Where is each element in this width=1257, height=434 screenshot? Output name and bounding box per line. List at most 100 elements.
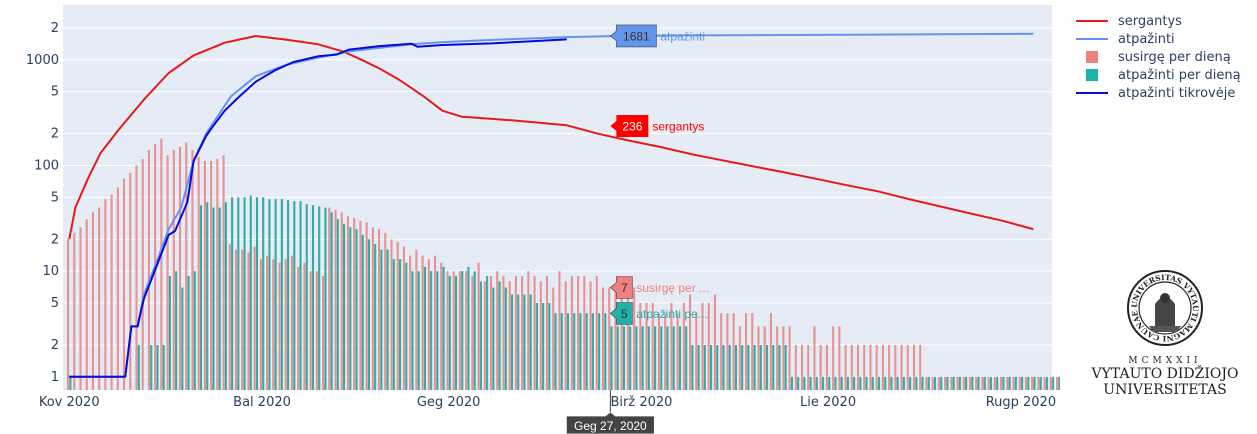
bar-susirge: [334, 209, 337, 390]
bar-susirge: [564, 281, 567, 390]
bar-atpazinti: [448, 275, 451, 390]
bar-susirge: [359, 220, 362, 390]
bar-atpazinti: [529, 294, 532, 390]
bar-atpazinti: [1008, 376, 1011, 390]
bar-susirge: [266, 255, 269, 390]
bar-atpazinti: [884, 376, 887, 390]
bar-atpazinti: [971, 376, 974, 390]
bar-atpazinti: [1021, 376, 1024, 390]
bar-atpazinti: [330, 212, 333, 390]
bar-atpazinti: [262, 197, 265, 390]
hover-label-sergantys: 236 sergantys: [610, 115, 704, 138]
bar-susirge: [66, 239, 70, 390]
bar-atpazinti: [965, 376, 968, 390]
bar-susirge: [427, 259, 430, 390]
bar-susirge: [241, 249, 244, 390]
bar-susirge: [390, 239, 393, 390]
bar-susirge: [172, 150, 175, 390]
bar-atpazinti: [268, 199, 271, 390]
bar-atpazinti: [274, 199, 277, 390]
bar-atpazinti: [1052, 376, 1055, 390]
bar-susirge: [122, 178, 126, 390]
bar-susirge: [210, 161, 213, 390]
bar-atpazinti: [430, 271, 433, 390]
bar-atpazinti: [150, 344, 153, 390]
legend-item[interactable]: susirgę per dieną: [1072, 48, 1241, 66]
bar-atpazinti: [635, 326, 638, 390]
bar-atpazinti: [218, 207, 221, 390]
bar-atpazinti: [672, 326, 675, 390]
bar-atpazinti: [249, 195, 252, 390]
bar-susirge: [925, 376, 928, 390]
bar-susirge: [1037, 376, 1040, 390]
bar-atpazinti: [355, 229, 358, 390]
university-logo: UNIVERSITAS VYTAUTI MAGNI CAUNAE MCMXXII…: [1090, 268, 1240, 398]
bar-atpazinti: [1045, 376, 1049, 390]
bar-susirge: [141, 159, 144, 390]
legend-item[interactable]: sergantys: [1072, 12, 1241, 30]
bar-atpazinti: [156, 344, 159, 390]
legend-item[interactable]: atpažinti per dieną: [1072, 66, 1241, 84]
legend-label: atpažinti: [1118, 31, 1175, 47]
legend-item[interactable]: atpažinti: [1072, 30, 1241, 48]
bar-atpazinti: [324, 207, 327, 390]
hover-value-box: [609, 276, 633, 299]
bar-susirge: [912, 344, 916, 390]
bar-susirge: [1049, 376, 1052, 390]
legend-line-icon: [1072, 84, 1112, 102]
bar-atpazinti: [809, 376, 812, 390]
bar-atpazinti: [405, 262, 408, 390]
bar-susirge: [608, 287, 611, 390]
legend-item[interactable]: atpažinti tikrovėje: [1072, 84, 1241, 102]
bar-susirge: [110, 194, 113, 390]
bar-susirge: [639, 302, 642, 390]
bar-susirge: [315, 271, 318, 390]
bar-susirge: [185, 142, 188, 390]
bar-susirge: [234, 249, 238, 390]
hover-value: 1681: [623, 29, 650, 43]
bar-susirge: [633, 287, 636, 390]
bar-susirge: [191, 150, 194, 390]
hover-value-box: [610, 115, 649, 138]
bar-susirge: [726, 313, 729, 390]
y-tick-label: 2: [51, 232, 59, 247]
bar-atpazinti: [629, 326, 632, 390]
bar-susirge: [757, 326, 760, 390]
y-tick-label: 2: [51, 21, 59, 36]
bar-susirge: [825, 344, 828, 390]
bar-susirge: [601, 287, 605, 390]
bar-atpazinti: [137, 344, 140, 390]
legend-label: atpažinti tikrovėje: [1118, 85, 1236, 101]
bar-susirge: [539, 281, 542, 390]
logo-name-line2: UNIVERSITETAS: [1103, 382, 1227, 398]
x-tick-label: Kov 2020: [39, 395, 100, 410]
hover-series-name: susirgę per ...: [636, 281, 709, 295]
legend-square-icon: [1072, 66, 1112, 84]
bar-atpazinti: [467, 266, 470, 390]
bar-susirge: [98, 207, 101, 390]
hover-value: 7: [621, 281, 628, 295]
bar-atpazinti: [486, 275, 489, 390]
bar-atpazinti: [280, 199, 283, 390]
bar-atpazinti: [778, 344, 781, 390]
bar-atpazinti: [797, 376, 800, 390]
bar-atpazinti: [647, 326, 650, 390]
bar-atpazinti: [834, 376, 837, 390]
bar-susirge: [881, 344, 884, 390]
hover-series-name: atpažinti: [660, 29, 705, 43]
hover-value: 236: [622, 120, 642, 134]
bar-atpazinti: [765, 344, 769, 390]
bar-susirge: [328, 207, 331, 390]
bar-susirge: [272, 259, 275, 390]
bar-susirge: [73, 232, 76, 390]
legend-square-icon: [1072, 48, 1112, 66]
bar-atpazinti: [1058, 376, 1060, 390]
bar-atpazinti: [181, 287, 184, 390]
bar-atpazinti: [479, 281, 482, 390]
bar-susirge: [378, 229, 381, 390]
bar-atpazinti: [343, 223, 346, 390]
bar-susirge: [570, 275, 573, 390]
bar-susirge: [228, 244, 231, 390]
bar-atpazinti: [865, 376, 868, 390]
bar-susirge: [769, 313, 772, 390]
